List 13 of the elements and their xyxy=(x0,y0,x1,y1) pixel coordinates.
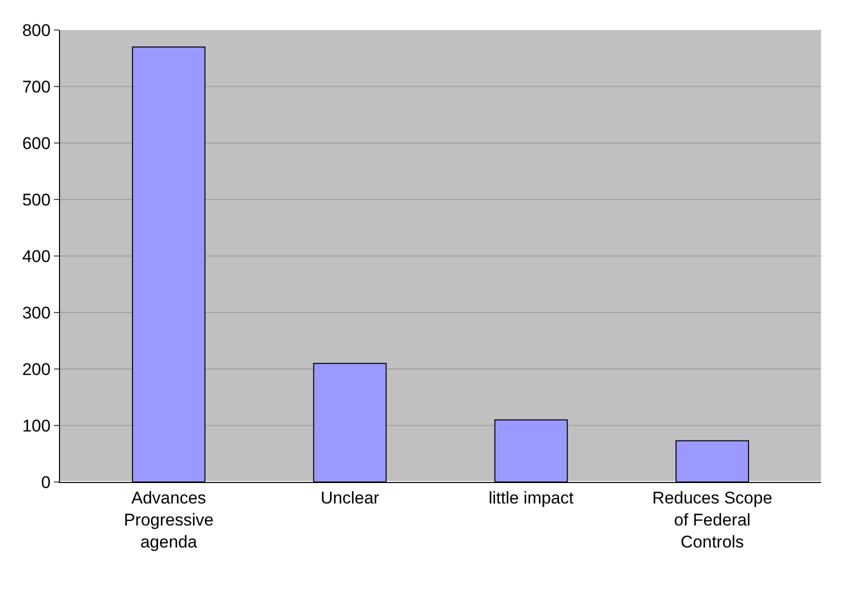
y-tick-label: 400 xyxy=(22,246,51,266)
y-tick-label: 0 xyxy=(41,472,51,492)
x-tick-label: Reduces Scope of Federal Controls xyxy=(652,488,772,552)
y-tick-label: 300 xyxy=(22,303,51,322)
y-tick-label: 700 xyxy=(22,77,51,96)
y-tick-label: 100 xyxy=(22,416,51,436)
y-tick-label: 600 xyxy=(22,134,51,153)
y-tick-label: 800 xyxy=(22,20,51,40)
x-tick-label: little impact xyxy=(488,488,574,508)
x-tick-label: Advances Progressive agenda xyxy=(124,488,214,552)
y-tick-label: 500 xyxy=(22,190,51,210)
y-tick-label: 200 xyxy=(22,360,51,379)
x-tick-label: Unclear xyxy=(320,488,380,508)
